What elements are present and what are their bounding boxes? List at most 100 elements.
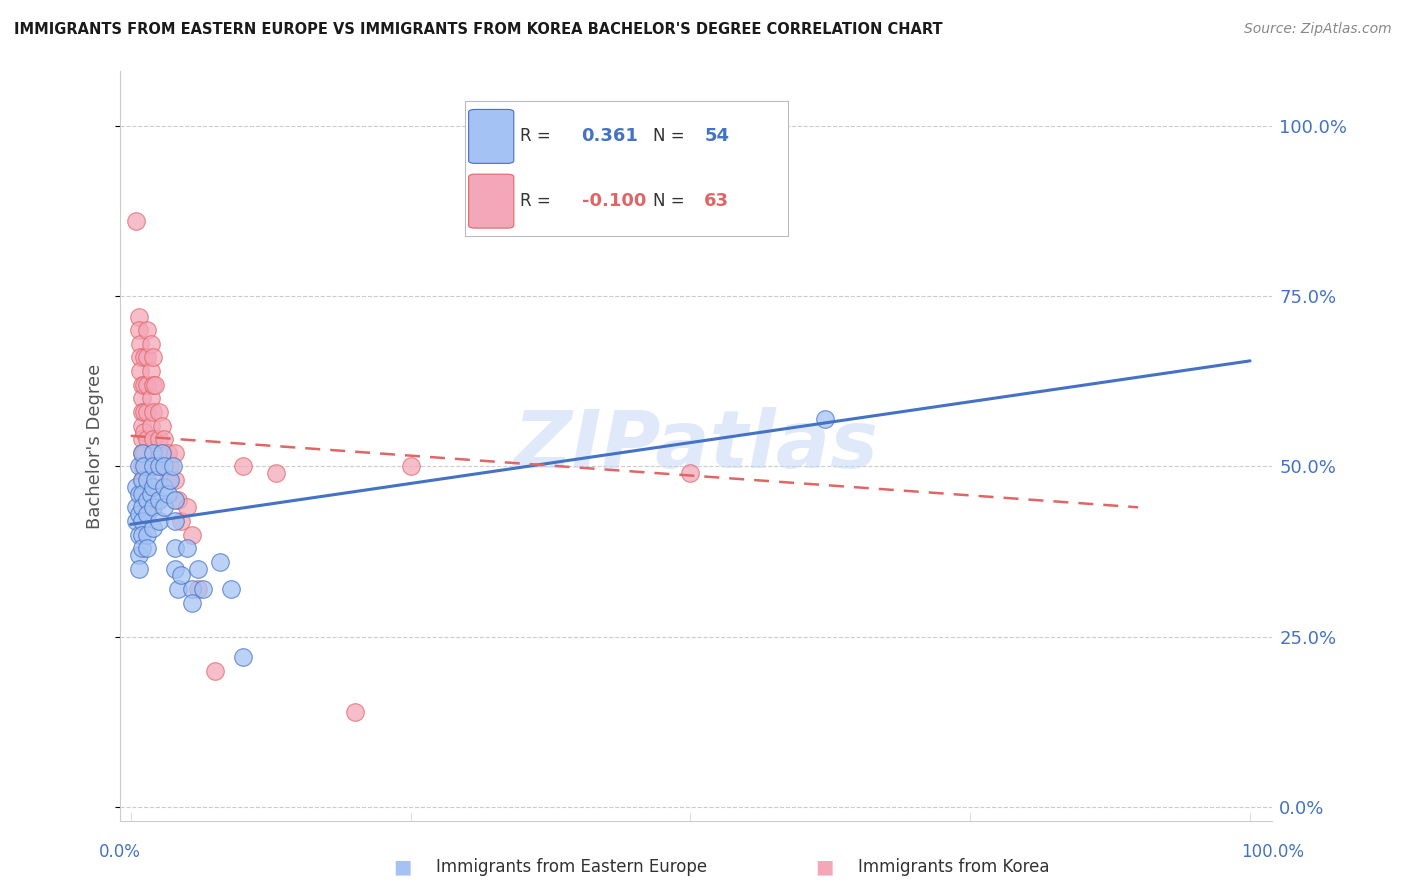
Point — [170, 568, 193, 582]
Point — [148, 459, 170, 474]
Point — [128, 548, 150, 562]
Point — [166, 493, 188, 508]
Point — [142, 480, 165, 494]
FancyBboxPatch shape — [468, 174, 513, 228]
Point — [143, 473, 166, 487]
Point — [128, 336, 150, 351]
Point — [142, 432, 165, 446]
Text: Immigrants from Eastern Europe: Immigrants from Eastern Europe — [436, 858, 707, 876]
Point — [139, 486, 162, 500]
Point — [142, 459, 165, 474]
Point — [399, 459, 422, 474]
Point — [136, 527, 159, 541]
Point — [162, 459, 184, 474]
Point — [131, 473, 153, 487]
Point — [142, 459, 165, 474]
Point — [153, 459, 176, 474]
Point — [148, 459, 170, 474]
Point — [125, 480, 148, 494]
Point — [136, 377, 159, 392]
Point — [134, 486, 156, 500]
Text: 63: 63 — [704, 192, 730, 211]
Point — [159, 473, 181, 487]
Point — [148, 432, 170, 446]
Point — [139, 364, 162, 378]
Point — [343, 705, 366, 719]
Point — [156, 446, 179, 460]
Point — [165, 561, 187, 575]
Point — [128, 351, 150, 365]
Point — [131, 377, 153, 392]
Point — [156, 486, 179, 500]
Point — [136, 500, 159, 515]
Point — [136, 541, 159, 556]
Point — [148, 514, 170, 528]
Point — [142, 377, 165, 392]
Text: 100.0%: 100.0% — [1241, 843, 1303, 861]
Point — [134, 405, 156, 419]
Point — [128, 561, 150, 575]
Point — [128, 486, 150, 500]
Point — [187, 561, 209, 575]
Point — [142, 405, 165, 419]
Point — [128, 323, 150, 337]
Text: R =: R = — [520, 192, 557, 211]
Text: -0.100: -0.100 — [582, 192, 645, 211]
Point — [142, 480, 165, 494]
Y-axis label: Bachelor's Degree: Bachelor's Degree — [86, 363, 104, 529]
Point — [153, 480, 176, 494]
Point — [131, 486, 153, 500]
Point — [131, 514, 153, 528]
Point — [148, 493, 170, 508]
Text: N =: N = — [652, 128, 689, 145]
Text: R =: R = — [520, 128, 557, 145]
Text: Immigrants from Korea: Immigrants from Korea — [858, 858, 1049, 876]
Point — [153, 459, 176, 474]
Point — [166, 582, 188, 596]
Point — [176, 541, 198, 556]
Point — [176, 500, 198, 515]
Point — [125, 500, 148, 515]
Point — [193, 582, 215, 596]
Point — [128, 527, 150, 541]
Point — [139, 392, 162, 406]
Point — [131, 500, 153, 515]
Point — [134, 467, 156, 481]
Point — [150, 418, 173, 433]
Point — [148, 405, 170, 419]
Point — [165, 473, 187, 487]
Text: 54: 54 — [704, 128, 730, 145]
Point — [165, 446, 187, 460]
Point — [128, 310, 150, 324]
Point — [181, 582, 204, 596]
Text: Source: ZipAtlas.com: Source: ZipAtlas.com — [1244, 22, 1392, 37]
Point — [142, 521, 165, 535]
Point — [125, 214, 148, 228]
Point — [153, 432, 176, 446]
Point — [139, 336, 162, 351]
Point — [134, 351, 156, 365]
Point — [136, 323, 159, 337]
Point — [156, 473, 179, 487]
Point — [232, 459, 254, 474]
Point — [136, 432, 159, 446]
Point — [131, 541, 153, 556]
Point — [142, 500, 165, 515]
Point — [131, 527, 153, 541]
Point — [136, 507, 159, 521]
Point — [181, 527, 204, 541]
Point — [165, 514, 187, 528]
Point — [150, 446, 173, 460]
Point — [136, 351, 159, 365]
Point — [131, 392, 153, 406]
Point — [131, 418, 153, 433]
Text: ■: ■ — [394, 857, 412, 877]
Point — [136, 459, 159, 474]
Point — [159, 459, 181, 474]
Point — [142, 446, 165, 460]
Point — [131, 446, 153, 460]
Text: 0.0%: 0.0% — [98, 843, 141, 861]
Point — [165, 493, 187, 508]
Point — [221, 582, 243, 596]
Text: ZIPatlas: ZIPatlas — [513, 407, 879, 485]
